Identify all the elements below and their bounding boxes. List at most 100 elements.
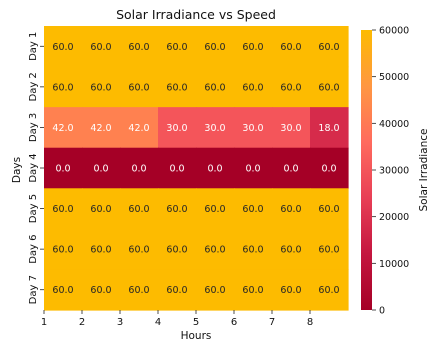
heatmap-cell — [158, 107, 197, 149]
cell-value-label: 60.0 — [128, 285, 149, 296]
heatmap-cell — [120, 66, 159, 108]
cell-value-label: 60.0 — [52, 42, 73, 53]
heatmap-cell — [310, 269, 349, 311]
colorbar — [361, 30, 372, 310]
cell-value-label: 42.0 — [90, 123, 111, 134]
x-tick-label: 7 — [269, 317, 275, 328]
cell-value-label: 60.0 — [90, 42, 111, 53]
cell-value-label: 60.0 — [166, 82, 187, 93]
cell-value-label: 60.0 — [318, 82, 339, 93]
cell-value-label: 60.0 — [52, 204, 73, 215]
colorbar-tick-label: 0 — [379, 306, 385, 317]
cell-value-label: 60.0 — [242, 82, 263, 93]
cell-value-label: 60.0 — [128, 245, 149, 256]
x-axis-label: Hours — [181, 330, 212, 342]
heatmap-cell — [196, 26, 235, 68]
heatmap-cell — [234, 107, 273, 149]
cell-value-label: 60.0 — [204, 204, 225, 215]
heatmap-cell — [310, 26, 349, 68]
cell-value-label: 60.0 — [166, 42, 187, 53]
cell-value-label: 60.0 — [242, 204, 263, 215]
x-tick-label: 1 — [41, 317, 47, 328]
heatmap-cell — [158, 269, 197, 311]
heatmap-cell — [310, 147, 349, 189]
x-tick-label: 5 — [193, 317, 199, 328]
heatmap-cell — [310, 66, 349, 108]
cell-value-label: 0.0 — [321, 164, 336, 175]
heatmap-cell — [272, 228, 311, 271]
cell-value-label: 60.0 — [90, 285, 111, 296]
cell-value-label: 0.0 — [131, 164, 146, 175]
heatmap-cell — [234, 188, 273, 230]
cell-value-label: 0.0 — [93, 164, 108, 175]
cell-value-label: 60.0 — [204, 42, 225, 53]
cell-value-label: 0.0 — [207, 164, 222, 175]
cell-value-label: 0.0 — [283, 164, 298, 175]
x-tick-label: 3 — [117, 317, 123, 328]
cell-value-label: 60.0 — [166, 245, 187, 256]
heatmap-cell — [272, 66, 311, 108]
heatmap-cell — [82, 26, 121, 68]
chart-title: Solar Irradiance vs Speed — [116, 7, 276, 22]
cell-value-label: 60.0 — [318, 42, 339, 53]
heatmap-cell — [44, 107, 83, 149]
heatmap-cell — [196, 147, 235, 189]
y-tick-label: Day 5 — [28, 194, 39, 223]
y-axis-label: Days — [11, 157, 23, 183]
cell-value-label: 0.0 — [245, 164, 260, 175]
heatmap-cell — [44, 269, 83, 311]
cell-value-label: 60.0 — [318, 245, 339, 256]
heatmap-cell — [234, 228, 273, 271]
heatmap-cell — [272, 188, 311, 230]
cell-value-label: 60.0 — [204, 245, 225, 256]
cell-value-label: 60.0 — [90, 245, 111, 256]
x-tick-label: 2 — [79, 317, 85, 328]
heatmap-cell — [272, 107, 311, 149]
heatmap-cell — [120, 107, 159, 149]
heatmap-cell — [234, 147, 273, 189]
cell-value-label: 60.0 — [318, 285, 339, 296]
heatmap-cell — [44, 26, 83, 68]
cell-value-label: 30.0 — [204, 123, 225, 134]
y-tick-label: Day 2 — [28, 72, 39, 101]
heatmap-cell — [120, 188, 159, 230]
heatmap-cell — [272, 269, 311, 311]
cell-value-label: 30.0 — [242, 123, 263, 134]
cell-value-label: 60.0 — [166, 204, 187, 215]
cell-value-label: 30.0 — [280, 123, 301, 134]
cell-value-label: 60.0 — [90, 82, 111, 93]
heatmap-cell — [158, 147, 197, 189]
cell-value-label: 30.0 — [166, 123, 187, 134]
heatmap-cells: 60.0 60.0 60.0 60.0 60.0 60.0 60.0 60.0 60.0 60.0… — [44, 26, 349, 311]
y-tick-label: Day 1 — [28, 32, 39, 61]
cell-value-label: 60.0 — [242, 245, 263, 256]
heatmap-cell — [310, 228, 349, 271]
heatmap-cell — [234, 66, 273, 108]
cell-value-label: 60.0 — [90, 204, 111, 215]
cell-value-label: 60.0 — [204, 285, 225, 296]
heatmap-cell — [196, 228, 235, 271]
cell-value-label: 60.0 — [242, 285, 263, 296]
cell-value-label: 0.0 — [55, 164, 70, 175]
heatmap-cell — [44, 147, 83, 189]
colorbar-tick-label: 10000 — [379, 259, 409, 270]
x-axis-ticks: 1 2 3 4 5 6 7 8 — [41, 310, 313, 328]
colorbar-tick-label: 60000 — [379, 26, 409, 37]
cell-value-label: 60.0 — [52, 285, 73, 296]
cell-value-label: 60.0 — [52, 82, 73, 93]
heatmap-cell — [158, 66, 197, 108]
cell-value-label: 60.0 — [128, 82, 149, 93]
x-tick-label: 6 — [231, 317, 237, 328]
heatmap-cell — [158, 26, 197, 68]
cell-value-label: 60.0 — [128, 42, 149, 53]
colorbar-tick-label: 30000 — [379, 166, 409, 177]
heatmap-cell — [196, 107, 235, 149]
heatmap-cell — [82, 66, 121, 108]
x-tick-label: 8 — [307, 317, 313, 328]
cell-value-label: 60.0 — [242, 42, 263, 53]
heatmap-cell — [120, 269, 159, 311]
x-tick-label: 4 — [155, 317, 161, 328]
cell-value-label: 60.0 — [52, 245, 73, 256]
